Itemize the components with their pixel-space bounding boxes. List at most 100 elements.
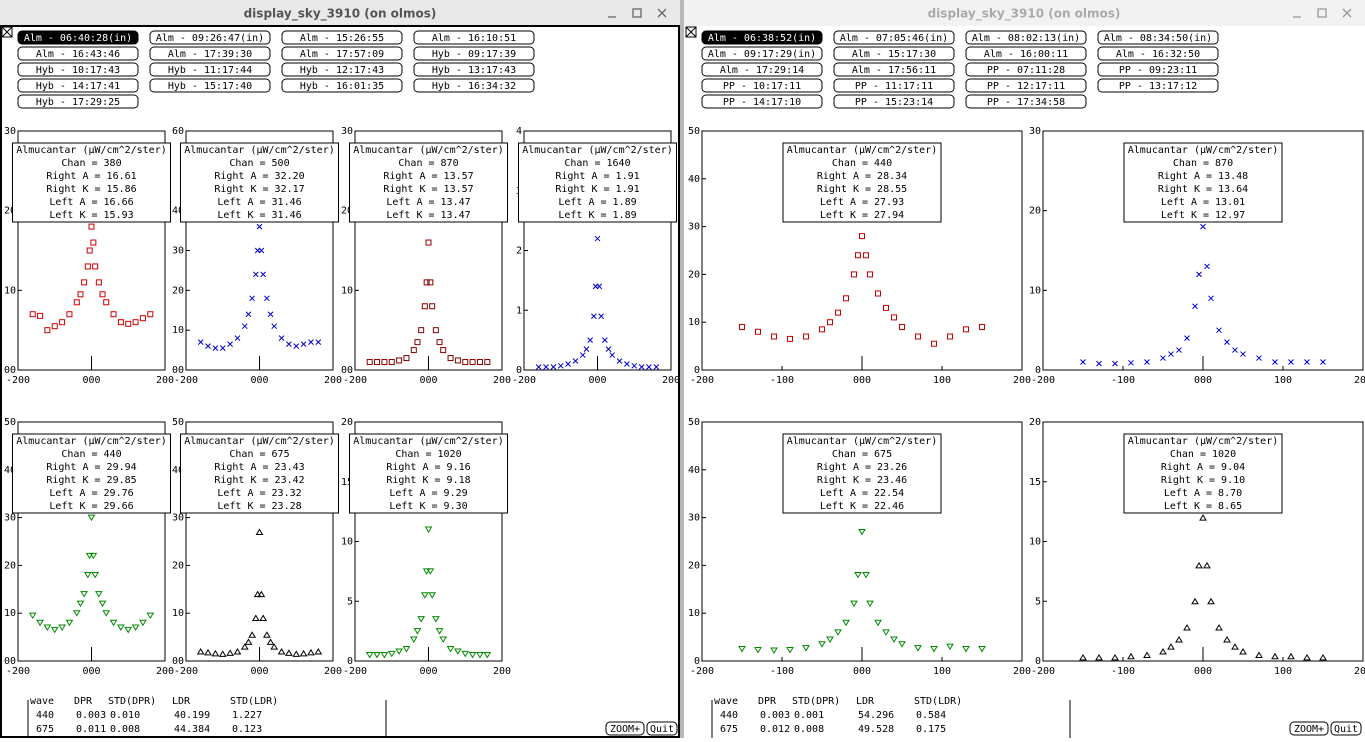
control-button[interactable]: ZOOM+ (1289, 721, 1329, 736)
x-tick-label: 200 (493, 375, 511, 386)
y-tick-label: 10 (172, 325, 184, 336)
table-cell: 0.010 (110, 710, 140, 721)
time-button[interactable]: PP - 07:11:28 (965, 62, 1087, 77)
x-tick-label: -200 (690, 375, 714, 386)
y-tick-label: 00 (172, 656, 184, 667)
button-label: Alm - 17:57:09 (300, 49, 384, 60)
y-tick-label: 20 (688, 269, 700, 280)
button-label: PP - 12:17:11 (987, 81, 1065, 92)
time-button[interactable]: Hyb - 16:34:32 (413, 78, 535, 93)
button-frame (17, 30, 139, 45)
button-frame (413, 30, 535, 45)
data-point (117, 319, 124, 326)
time-button[interactable]: PP - 15:23:14 (833, 94, 955, 109)
data-point (92, 263, 99, 270)
time-button[interactable]: PP - 14:17:10 (701, 94, 823, 109)
data-point (43, 624, 52, 632)
time-button[interactable]: Alm - 16:00:11 (965, 46, 1087, 61)
time-button[interactable]: PP - 17:34:58 (965, 94, 1087, 109)
time-button[interactable]: PP - 09:23:11 (1097, 62, 1219, 77)
x-tick-label: 200 (324, 375, 342, 386)
data-point (125, 320, 132, 327)
x-tick-label: 200 (1013, 375, 1031, 386)
time-button[interactable]: Alm - 16:10:51 (413, 30, 535, 45)
data-point (117, 624, 125, 632)
time-button[interactable]: Alm - 15:17:30 (833, 46, 955, 61)
title-bar (0, 0, 680, 26)
close-box[interactable] (685, 26, 697, 38)
time-button[interactable]: Hyb - 12:17:43 (281, 62, 403, 77)
y-tick-label: 30 (4, 126, 16, 137)
data-point (36, 619, 44, 627)
time-button[interactable]: Alm - 17:56:11 (833, 62, 955, 77)
time-button[interactable]: Alm - 17:39:30 (149, 46, 271, 61)
data-point (255, 528, 264, 535)
table-cell: 0.008 (110, 724, 140, 735)
time-button[interactable]: Hyb - 15:17:40 (149, 78, 271, 93)
time-button[interactable]: Alm - 07:05:46(in) (833, 30, 955, 45)
time-button[interactable]: Alm - 08:34:50(in) (1097, 30, 1219, 45)
button-frame (281, 46, 403, 61)
window-controls[interactable] (608, 8, 667, 18)
time-button[interactable]: Alm - 08:02:13(in) (965, 30, 1087, 45)
button-label: Alm - 17:29:14 (720, 65, 804, 76)
button-frame (965, 78, 1087, 93)
time-button[interactable]: PP - 13:17:12 (1097, 78, 1219, 93)
control-button[interactable]: Quit (1330, 721, 1362, 736)
table-cell: 49.528 (858, 724, 894, 735)
time-button[interactable]: Hyb - 09:17:39 (413, 46, 535, 61)
window-title: display_sky_3910 (on olmos) (928, 7, 1121, 22)
time-button[interactable]: Alm - 06:38:52(in) (701, 30, 823, 45)
button-frame (17, 62, 139, 77)
data-point (72, 610, 81, 617)
legend-line: Left A = 27.93 (820, 197, 904, 208)
time-button[interactable]: PP - 11:17:11 (833, 78, 955, 93)
time-button[interactable]: Hyb - 17:29:25 (17, 94, 139, 109)
control-button[interactable]: Quit (646, 721, 678, 736)
time-button[interactable]: Hyb - 14:17:41 (17, 78, 139, 93)
legend-line: Left A = 13.01 (1161, 197, 1245, 208)
legend-line: Right K = 29.85 (46, 475, 136, 486)
data-point (139, 619, 147, 627)
legend-line: Right A = 23.26 (817, 462, 907, 473)
table-header: STD(DPR) (108, 696, 156, 707)
time-button[interactable]: Alm - 17:29:14 (701, 62, 823, 77)
button-frame (701, 78, 823, 93)
time-button[interactable]: Alm - 16:43:46 (17, 46, 139, 61)
data-point (587, 337, 594, 343)
data-point (1303, 653, 1311, 661)
button-label: PP - 11:17:11 (855, 81, 933, 92)
time-button[interactable]: Hyb - 10:17:43 (17, 62, 139, 77)
time-button[interactable]: PP - 12:17:11 (965, 78, 1087, 93)
time-button[interactable]: Hyb - 11:17:44 (149, 62, 271, 77)
time-button[interactable]: PP - 10:17:11 (701, 78, 823, 93)
y-tick-label: 20 (4, 206, 16, 217)
close-box[interactable] (1, 26, 13, 38)
x-tick-label: 200 (156, 375, 174, 386)
control-button[interactable]: ZOOM+ (605, 721, 645, 736)
window-title: display_sky_3910 (on olmos) (244, 7, 437, 22)
data-point (1143, 651, 1151, 659)
time-button[interactable]: Hyb - 16:01:35 (281, 78, 403, 93)
table-cell: 54.296 (858, 710, 894, 721)
y-tick-label: 10 (341, 537, 353, 548)
y-tick-label: 0 (516, 365, 522, 376)
data-point (308, 339, 314, 345)
time-button[interactable]: Alm - 15:26:55 (281, 30, 403, 45)
time-button[interactable]: Alm - 09:26:47(in) (149, 30, 271, 45)
data-point (1255, 651, 1263, 659)
time-button[interactable]: Alm - 17:57:09 (281, 46, 403, 61)
data-point (1196, 271, 1202, 278)
data-point (365, 652, 374, 659)
legend-line: Right K = 13.57 (383, 184, 473, 195)
time-button[interactable]: Alm - 09:17:29(in) (701, 46, 823, 61)
time-button[interactable]: Alm - 16:32:50 (1097, 46, 1219, 61)
data-point (1287, 652, 1295, 660)
time-button[interactable]: Hyb - 13:17:43 (413, 62, 535, 77)
legend-line: Chan = 870 (1173, 158, 1233, 169)
data-point (204, 648, 212, 656)
button-frame (281, 78, 403, 93)
time-button[interactable]: Alm - 06:40:28(in) (17, 30, 139, 45)
table-cell: 0.003 (760, 710, 790, 721)
window-controls[interactable] (1293, 8, 1352, 18)
